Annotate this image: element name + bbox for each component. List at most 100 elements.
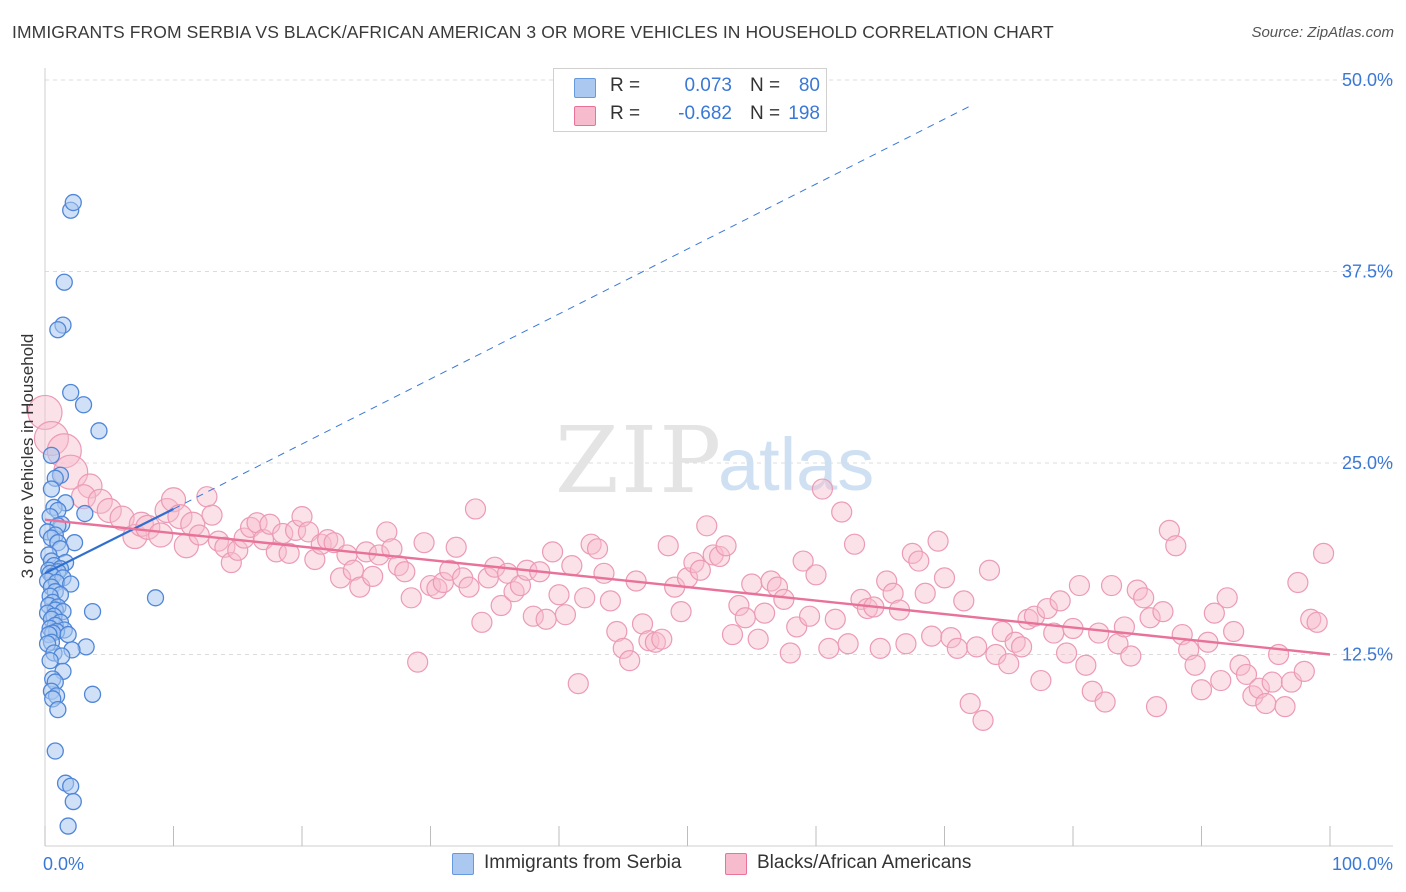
y-tick-label: 12.5% [1342,645,1393,665]
trend-lines [44,105,1331,656]
series-black-african-american [27,394,1335,731]
data-point-black [220,551,242,574]
data-point-black [914,582,936,604]
data-point-serbia [62,383,80,402]
data-point-serbia [65,534,84,552]
data-point-black [811,478,834,500]
data-point-black [753,602,776,624]
data-point-black [760,570,782,592]
data-point-black [1306,611,1328,633]
x-tick-label: 100.0% [1332,854,1393,874]
data-point-black [1287,571,1309,594]
data-point-black [554,604,577,626]
data-point-black [1120,645,1142,667]
data-point-serbia [74,396,93,414]
bottom-legend-swatch-black [725,853,747,875]
data-point-black [464,498,487,520]
data-point-black [1133,587,1155,609]
data-point-black [927,530,949,552]
data-point-black [619,650,641,672]
y-tick-label: 50.0% [1342,70,1393,90]
data-point-black [535,608,557,630]
y-tick-label: 25.0% [1342,453,1393,473]
data-point-black [856,597,879,620]
legend-swatch-serbia [574,78,596,98]
data-point-black [824,608,846,630]
data-point-black [599,590,622,612]
data-point-black [670,601,692,623]
data-point-black [1107,633,1129,655]
data-point-black [323,532,345,554]
bottom-legend-swatch-serbia [452,853,474,875]
data-point-black [586,538,609,560]
data-point-black [978,559,1001,581]
data-point-black [27,394,63,431]
legend-n-label: N = [750,103,781,124]
legend-r-label: R = [610,103,641,124]
data-point-black [895,633,917,655]
watermark: ZIP atlas [555,407,874,514]
data-point-black [908,550,930,572]
data-point-black [998,653,1020,675]
data-point-black [779,642,801,664]
data-point-black [972,709,994,731]
legend-n-value: 80 [798,75,820,96]
y-tick-label: 37.5% [1342,262,1393,282]
data-point-black [445,536,467,558]
data-point-black [798,605,821,627]
data-point-black [413,532,435,554]
legend: R = 0.073 N = 80 R = -0.682 N = 198 [553,68,827,132]
data-point-black [1010,636,1033,658]
data-point-black [439,559,461,581]
data-point-black [1075,654,1097,676]
data-point-black [490,594,512,617]
trend-line-serbia [44,507,174,575]
data-point-black [1210,669,1232,692]
data-point-black [1152,601,1174,623]
data-point-serbia [83,602,102,621]
data-point-black [1049,590,1071,612]
data-point-black [696,515,718,537]
data-point-black [1312,542,1335,564]
data-point-black [1190,679,1213,701]
data-point-black [87,488,113,514]
data-point-black [1139,607,1161,629]
data-point-black [715,535,737,557]
data-point-black [818,637,840,659]
data-point-black [458,576,480,598]
data-point-black [843,533,866,555]
data-point-black [297,521,320,543]
data-point-black [1203,602,1225,624]
data-point-black [657,535,679,557]
data-point-black [734,607,756,629]
data-point-black [503,581,525,603]
data-point-black [1068,574,1091,597]
data-point-black [1165,535,1187,557]
data-point-black [426,578,448,600]
data-point-black [278,542,300,564]
bottom-legend-label-serbia: Immigrants from Serbia [484,852,682,873]
data-point-black [148,522,174,548]
legend-n-value: 198 [788,103,820,124]
data-point-black [773,588,795,610]
data-point-black [606,620,628,643]
legend-n-label: N = [750,75,781,96]
legend-r-label: R = [610,75,641,96]
watermark-zip: ZIP [555,407,723,514]
data-point-black [728,594,750,617]
data-point-black [1255,692,1277,715]
data-point-black [109,505,135,531]
data-point-black [1184,654,1206,676]
legend-r-value: 0.073 [684,75,732,96]
data-point-black [1036,597,1058,620]
data-point-black [651,628,673,650]
data-point-black [882,582,904,604]
data-point-black [741,573,763,595]
data-point-black [207,530,230,552]
trend-line-serbia-extension [173,105,971,510]
data-point-black [1055,642,1078,664]
trend-line-black [44,518,1331,656]
data-point-black [1235,663,1258,686]
grid [45,79,1393,655]
